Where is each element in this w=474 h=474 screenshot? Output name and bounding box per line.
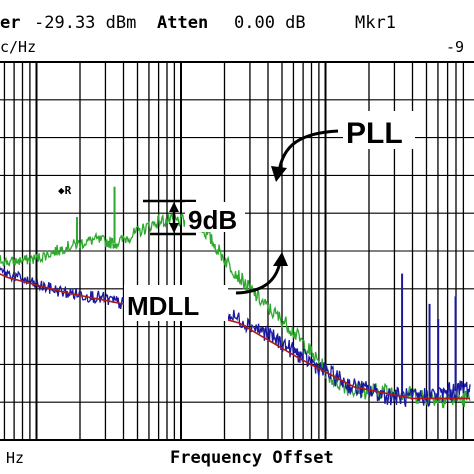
marker-reference-glyph: ◆R: [58, 184, 72, 197]
x-axis-title: Frequency Offset: [170, 448, 334, 468]
pll-label: PLL: [346, 117, 403, 150]
header-prefix: er: [0, 13, 20, 33]
marker-readout: -9: [446, 38, 464, 56]
units-label: c/Hz: [0, 38, 36, 56]
gap-arrow-up-icon: [169, 202, 179, 212]
marker-label: Mkr1: [355, 13, 396, 33]
pll-label-bg: [343, 111, 415, 149]
mdll-arrow-line: [235, 261, 282, 295]
atten-value: 0.00 dB: [234, 13, 306, 33]
mdll-label-bg: [124, 285, 228, 321]
gap-label: 9dB: [188, 205, 237, 235]
mdll-label: MDLL: [127, 291, 199, 321]
pll-arrow-head-icon: [271, 166, 287, 182]
footer-left-label: Hz: [6, 449, 24, 467]
mdll-arrow-head-icon: [273, 252, 288, 266]
pll-trace: [0, 212, 471, 409]
gap-bracket: [143, 199, 196, 236]
atten-label: Atten: [157, 13, 208, 33]
footer-bg: [0, 444, 474, 474]
gap-arrow-down-icon: [169, 223, 179, 233]
ref-level-value: -29.33 dBm: [34, 13, 136, 33]
gap-label-bg: [185, 202, 245, 232]
pll-arrow-line: [277, 129, 339, 173]
